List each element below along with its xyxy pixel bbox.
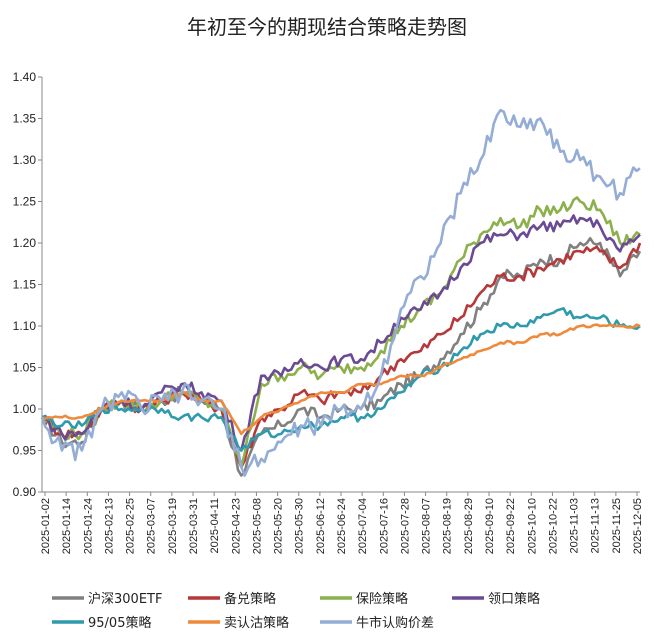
x-tick-label: 2025-07-04 <box>357 498 369 554</box>
legend-label: 95/05策略 <box>88 615 151 631</box>
x-tick-label: 2025-05-20 <box>273 498 285 554</box>
x-tick-label: 2025-06-12 <box>315 498 327 554</box>
x-tick-label: 2025-01-24 <box>82 498 94 554</box>
series-line-5 <box>41 323 641 436</box>
series-line-3 <box>41 214 641 452</box>
x-tick-label: 2025-06-24 <box>336 498 348 554</box>
x-tick-label: 2025-09-10 <box>484 498 496 554</box>
legend-label: 卖认沽策略 <box>224 615 289 631</box>
y-tick-label: 1.15 <box>13 278 37 292</box>
y-tick-label: 1.05 <box>13 361 37 375</box>
y-tick-label: 1.25 <box>13 195 37 209</box>
chart-title: 年初至今的期现结合策略走势图 <box>187 15 467 39</box>
series-line-4 <box>41 307 641 452</box>
legend-label: 备兑策略 <box>224 591 276 607</box>
y-tick-label: 1.35 <box>13 112 37 126</box>
series-line-6 <box>40 108 641 477</box>
y-tick-label: 1.40 <box>13 70 37 84</box>
x-tick-label: 2025-11-13 <box>590 498 602 553</box>
legend: 沪深300ETF 备兑策略 保险策略 领口策略 95/05策略 卖认沽策略 牛市认购价差 <box>52 591 540 631</box>
series-line-2 <box>40 196 641 469</box>
x-tick-label: 2025-10-22 <box>547 498 559 554</box>
y-tick-label: 1.00 <box>13 402 37 416</box>
legend-label: 领口策略 <box>488 591 540 607</box>
x-tick-label: 2025-08-29 <box>463 498 475 554</box>
x-tick-label: 2025-03-31 <box>188 498 200 554</box>
x-tick-label: 2025-04-11 <box>209 498 221 553</box>
x-tick-label: 2025-02-25 <box>125 498 137 554</box>
x-tick-label: 2025-03-07 <box>146 498 158 554</box>
x-tick-label: 2025-08-19 <box>442 498 454 554</box>
x-tick-label: 2025-08-07 <box>421 498 433 554</box>
x-tick-label: 2025-07-28 <box>399 498 411 554</box>
series-line-0 <box>41 237 642 477</box>
x-tick-label: 2025-02-13 <box>103 498 115 554</box>
x-tick-label: 2025-03-19 <box>167 498 179 554</box>
y-tick-label: 0.95 <box>13 444 37 458</box>
y-tick-label: 1.10 <box>13 319 37 333</box>
x-tick-label: 2025-07-16 <box>378 498 390 554</box>
y-tick-label: 1.20 <box>13 236 37 250</box>
x-tick-label: 2025-01-14 <box>61 498 73 554</box>
legend-label: 牛市认购价差 <box>356 615 434 631</box>
x-tick-label: 2025-05-08 <box>251 498 263 554</box>
x-tick-label: 2025-05-30 <box>294 498 306 554</box>
legend-label: 保险策略 <box>356 591 408 607</box>
series-line-1 <box>40 242 642 469</box>
x-tick-label: 2025-11-03 <box>569 498 581 553</box>
y-tick-label: 1.30 <box>13 153 37 167</box>
x-tick-label: 2025-11-25 <box>611 498 623 553</box>
y-tick-label: 0.90 <box>13 485 37 499</box>
series-layer <box>40 108 642 477</box>
x-tick-label: 2025-04-23 <box>230 498 242 554</box>
x-tick-label: 2025-12-05 <box>632 498 644 554</box>
axes: 0.90 0.95 1.00 1.05 1.10 1.15 1.20 1.25 1.30 1.35… <box>13 70 644 554</box>
legend-label: 沪深300ETF <box>88 591 162 607</box>
x-tick-label: 2025-09-22 <box>505 498 517 554</box>
x-tick-label: 2025-10-10 <box>526 498 538 554</box>
x-tick-label: 2025-01-02 <box>40 498 52 554</box>
